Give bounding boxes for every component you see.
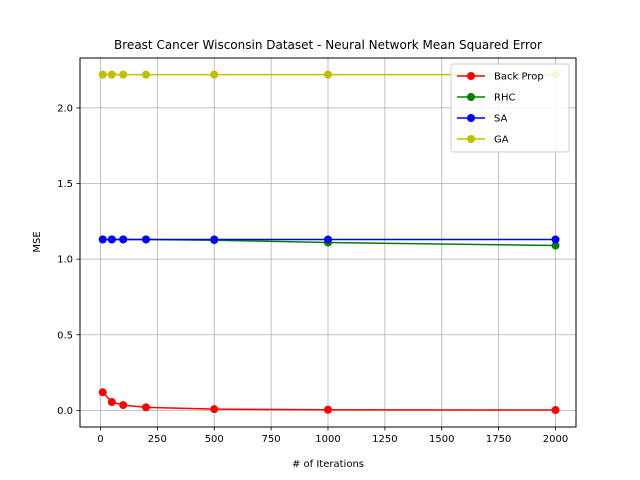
data-point-sa <box>324 235 332 244</box>
y-tick-label: 1.5 <box>57 179 73 190</box>
data-point-back-prop <box>98 388 107 397</box>
x-tick-label: 1750 <box>486 434 511 445</box>
series-layer <box>98 70 560 415</box>
data-point-rhc <box>551 241 560 250</box>
legend-swatch-marker <box>467 135 475 143</box>
legend-label: RHC <box>494 93 515 104</box>
y-axis-label: MSE <box>32 231 43 252</box>
x-tick-label: 1500 <box>429 434 454 445</box>
data-point-sa <box>551 235 560 244</box>
legend-item-ga: GA <box>457 135 509 146</box>
x-tick-label: 500 <box>205 434 224 445</box>
data-point-ga <box>210 70 219 79</box>
data-point-back-prop <box>107 398 116 407</box>
x-axis-label: # of Iterations <box>292 459 364 470</box>
data-point-back-prop <box>324 405 332 414</box>
legend: Back Prop RHC SA GA <box>450 63 570 153</box>
legend-item-back-prop: Back Prop <box>457 72 544 83</box>
data-point-sa <box>119 235 128 244</box>
y-tick-label: 0.5 <box>57 330 73 341</box>
legend-label: GA <box>494 135 509 146</box>
grid <box>80 58 576 427</box>
x-tick-label: 0 <box>97 434 103 445</box>
chart-title: Breast Cancer Wisconsin Dataset - Neural… <box>114 38 542 52</box>
x-tick-label: 1000 <box>315 434 340 445</box>
legend-item-rhc: RHC <box>457 93 515 104</box>
data-point-back-prop <box>551 406 560 415</box>
x-tick-label: 250 <box>148 434 167 445</box>
legend-item-sa: SA <box>457 114 508 125</box>
data-point-ga <box>141 70 150 79</box>
data-point-sa <box>210 235 219 244</box>
legend-swatch-marker <box>467 114 475 122</box>
data-point-sa <box>98 235 107 244</box>
x-tick-label: 750 <box>262 434 281 445</box>
data-point-sa <box>107 235 116 244</box>
y-tick-label: 1.0 <box>57 255 73 266</box>
data-point-back-prop <box>210 405 219 414</box>
series-back-prop <box>98 388 560 415</box>
legend-label: SA <box>494 114 508 125</box>
ticks: 0 250 500 750 1000 1250 1500 1750 2000 0.0 0.5 1.0 1… <box>57 103 568 445</box>
x-tick-label: 2000 <box>543 434 568 445</box>
data-point-ga <box>119 70 128 79</box>
y-tick-label: 0.0 <box>57 406 73 417</box>
legend-label: Back Prop <box>494 72 544 83</box>
data-point-sa <box>141 235 150 244</box>
data-point-ga <box>324 70 332 79</box>
legend-box <box>450 63 570 153</box>
legend-swatch-marker <box>467 93 475 101</box>
data-point-ga <box>107 70 116 79</box>
series-sa <box>98 235 560 244</box>
data-point-back-prop <box>141 403 150 412</box>
data-point-back-prop <box>119 401 128 410</box>
legend-swatch-marker <box>467 72 475 80</box>
y-tick-label: 2.0 <box>57 103 73 114</box>
x-tick-label: 1250 <box>372 434 397 445</box>
data-point-ga <box>98 70 107 79</box>
